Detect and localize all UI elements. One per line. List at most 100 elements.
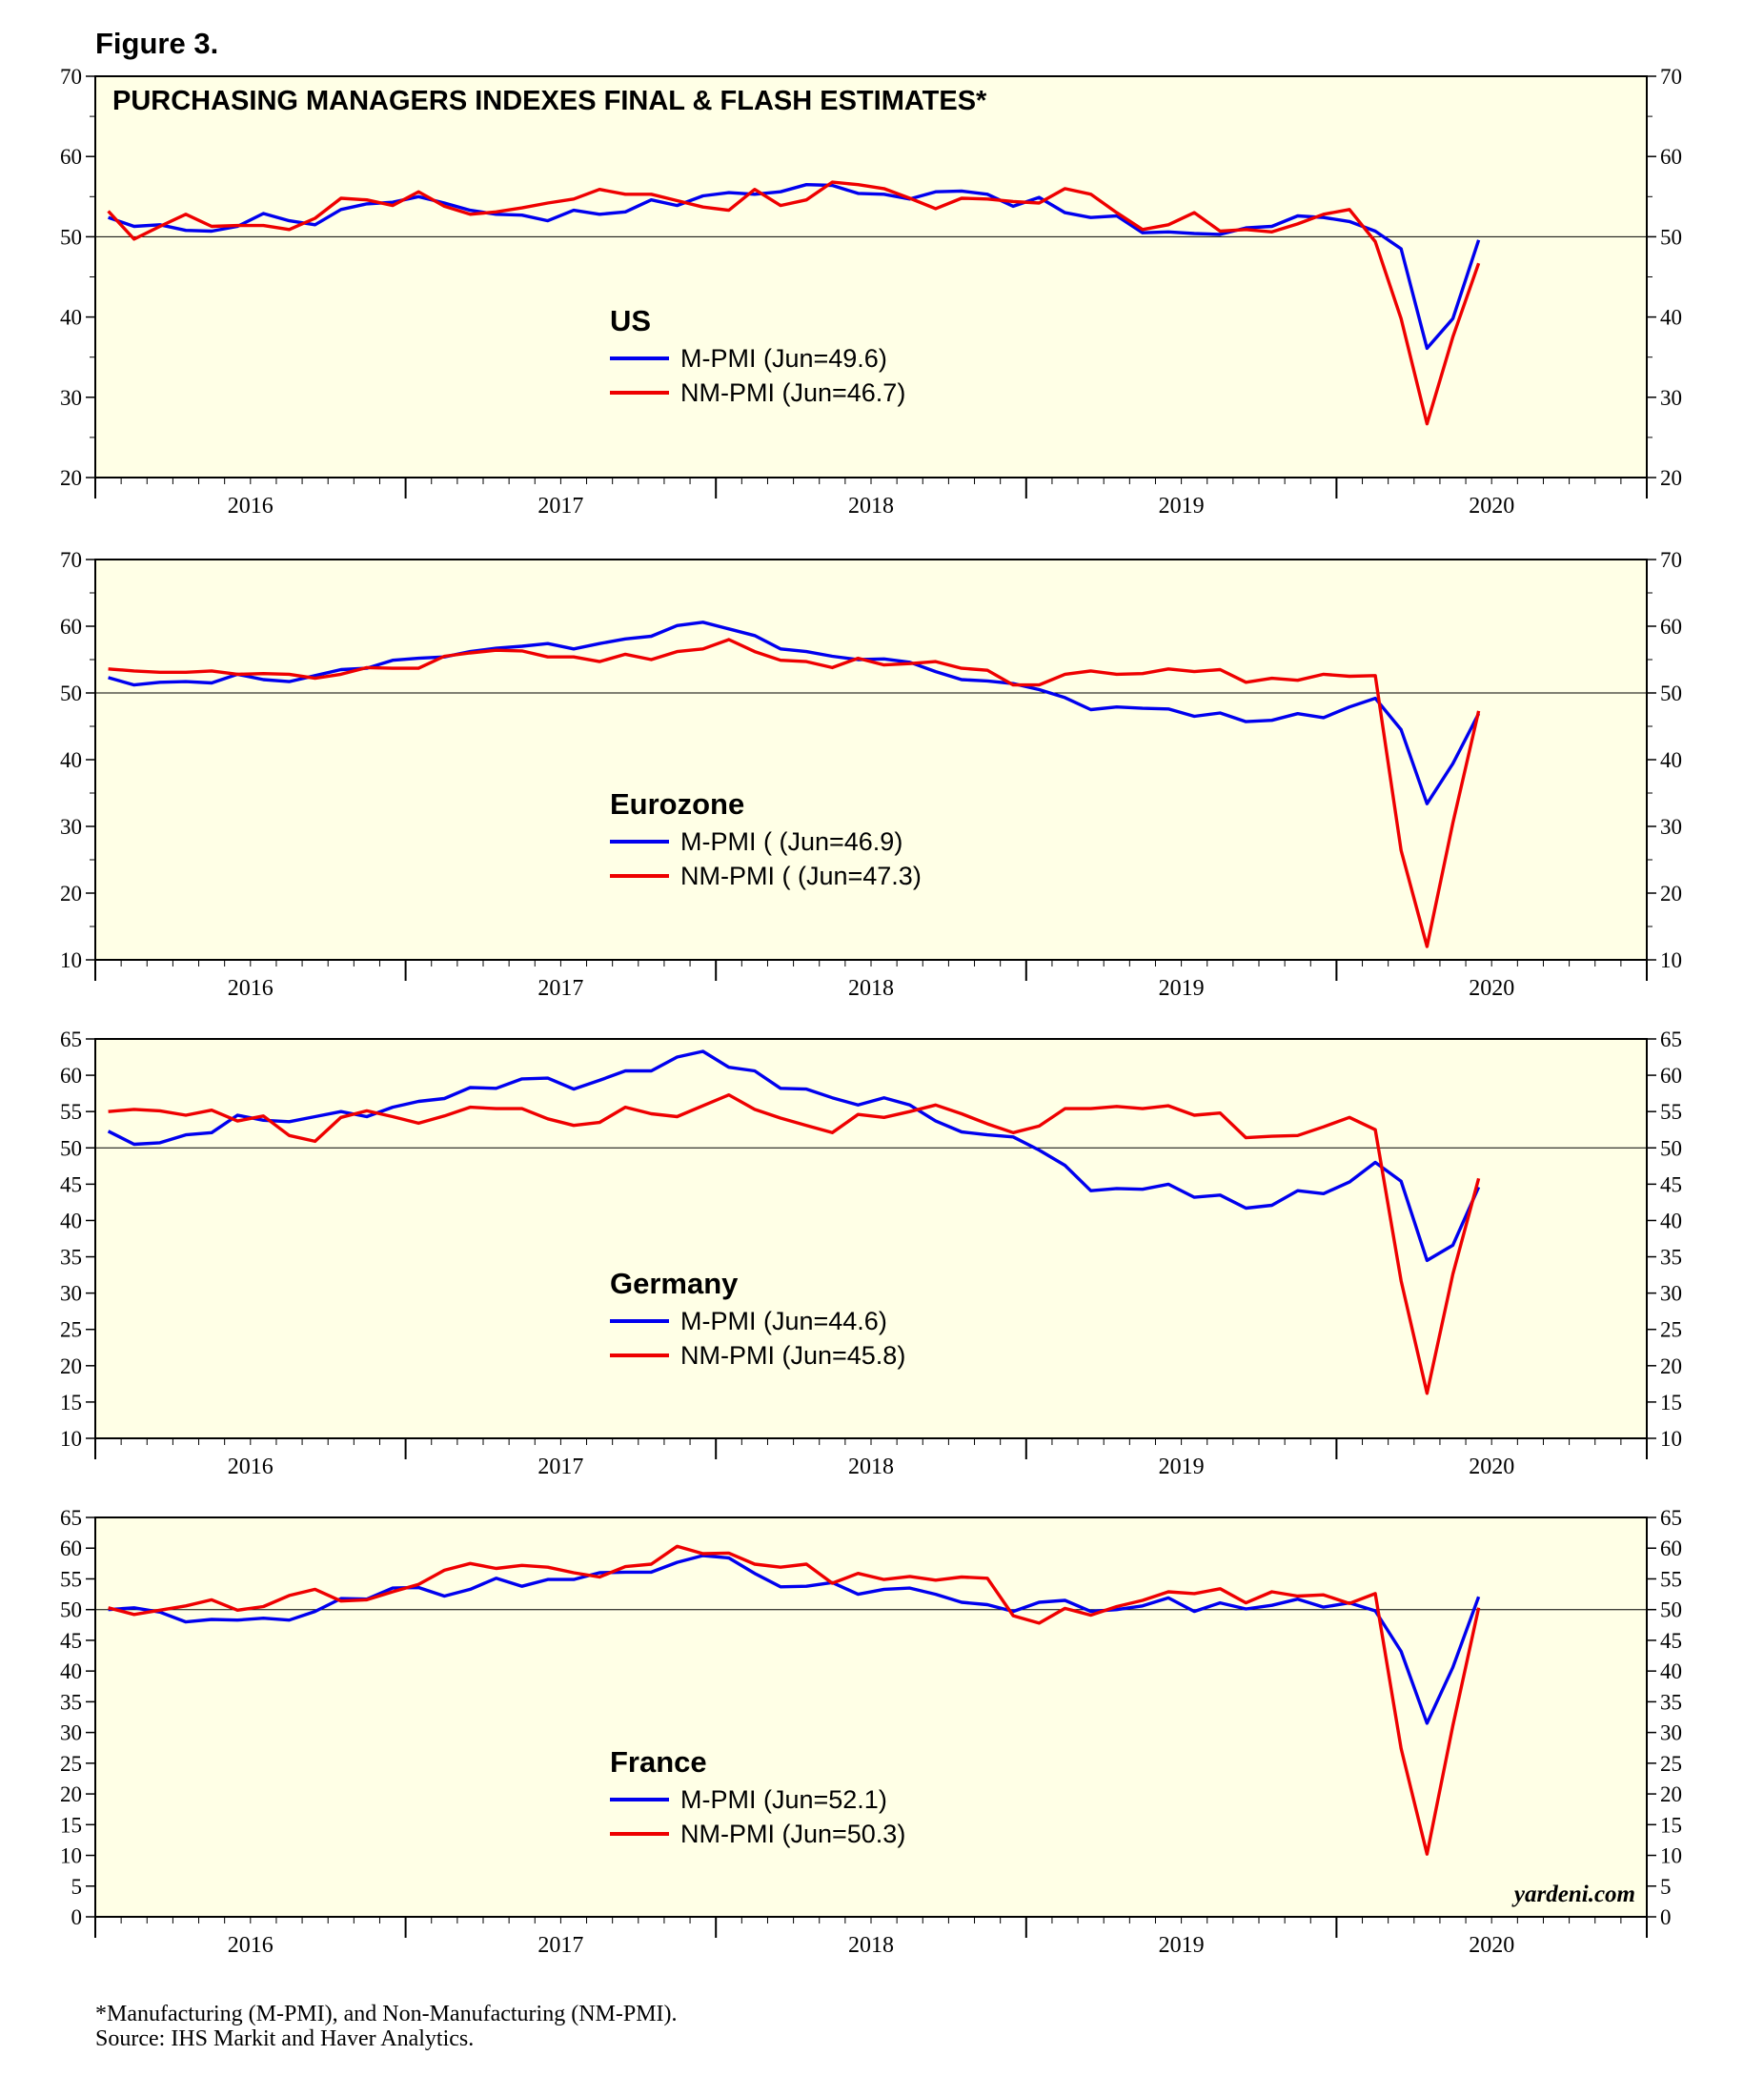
m-pmi-line-germany	[107, 1049, 1481, 1263]
y-tick-label-right: 35	[1660, 1246, 1682, 1270]
x-year-label: 2019	[1159, 1933, 1205, 1958]
y-tick-label-right: 70	[1660, 65, 1682, 89]
y-tick-label-left: 50	[60, 682, 82, 705]
y-tick-label-left: 30	[60, 1282, 82, 1306]
y-tick-label-left: 25	[60, 1752, 82, 1776]
y-tick-label-left: 40	[60, 1659, 82, 1683]
y-tick-label-left: 40	[60, 1209, 82, 1232]
y-tick-label-left: 40	[60, 306, 82, 330]
plot-area	[94, 1516, 1648, 1918]
legend-label: NM-PMI ( (Jun=47.3)	[680, 862, 922, 890]
y-tick-label-left: 30	[60, 1721, 82, 1745]
y-tick-label-left: 5	[71, 1875, 83, 1899]
y-tick-label-right: 30	[1660, 1282, 1682, 1306]
y-tick-label-right: 15	[1660, 1391, 1682, 1415]
y-tick-label-right: 40	[1660, 306, 1682, 330]
x-year-label: 2020	[1469, 976, 1514, 1001]
chart-title: PURCHASING MANAGERS INDEXES FINAL & FLAS…	[112, 86, 987, 116]
y-tick-label-right: 20	[1660, 466, 1682, 490]
x-year-label: 2020	[1469, 1455, 1514, 1479]
y-tick-label-left: 20	[60, 1782, 82, 1806]
y-tick-label-right: 20	[1660, 1782, 1682, 1806]
y-tick-label-right: 10	[1660, 948, 1682, 972]
y-tick-label-right: 40	[1660, 748, 1682, 772]
y-tick-label-right: 30	[1660, 1721, 1682, 1745]
y-tick-label-left: 35	[60, 1690, 82, 1714]
y-tick-label-left: 20	[60, 882, 82, 906]
y-tick-label-left: 10	[60, 948, 82, 972]
y-tick-label-left: 70	[60, 548, 82, 572]
y-tick-label-right: 10	[1660, 1844, 1682, 1868]
y-tick-label-right: 5	[1660, 1875, 1672, 1899]
y-tick-label-right: 10	[1660, 1427, 1682, 1451]
y-tick-label-left: 70	[60, 65, 82, 89]
y-tick-label-left: 25	[60, 1318, 82, 1342]
legend-label: NM-PMI (Jun=46.7)	[680, 378, 905, 407]
y-tick-label-right: 65	[1660, 1028, 1682, 1051]
y-tick-label-right: 65	[1660, 1506, 1682, 1530]
x-year-label: 2016	[228, 976, 274, 1001]
m-pmi-line-eurozone	[108, 621, 1481, 805]
nm-pmi-line-france	[108, 1544, 1481, 1856]
y-tick-label-left: 60	[60, 615, 82, 639]
y-tick-label-left: 40	[60, 748, 82, 772]
region-label: US	[610, 304, 651, 337]
x-year-label: 2020	[1469, 1933, 1514, 1958]
x-year-label: 2017	[537, 976, 583, 1001]
y-tick-label-right: 60	[1660, 1537, 1682, 1560]
x-year-label: 2016	[228, 1455, 274, 1479]
y-tick-label-right: 0	[1660, 1905, 1672, 1929]
legend-label: NM-PMI (Jun=50.3)	[680, 1820, 905, 1848]
y-tick-label-right: 30	[1660, 386, 1682, 410]
m-pmi-line-us	[108, 182, 1481, 351]
y-tick-label-left: 55	[60, 1100, 82, 1124]
y-tick-label-right: 25	[1660, 1752, 1682, 1776]
y-tick-label-right: 25	[1660, 1318, 1682, 1342]
y-tick-label-right: 15	[1660, 1813, 1682, 1837]
y-tick-label-left: 50	[60, 1136, 82, 1160]
y-tick-label-left: 30	[60, 815, 82, 839]
plot-area	[94, 1038, 1648, 1439]
legend-label: NM-PMI (Jun=45.8)	[680, 1341, 905, 1370]
x-year-label: 2017	[537, 1933, 583, 1958]
y-tick-label-right: 20	[1660, 1354, 1682, 1378]
y-tick-label-left: 60	[60, 1064, 82, 1088]
y-tick-label-right: 35	[1660, 1690, 1682, 1714]
y-tick-label-right: 45	[1660, 1629, 1682, 1653]
legend-label: M-PMI (Jun=49.6)	[680, 344, 887, 373]
y-tick-label-left: 30	[60, 386, 82, 410]
y-tick-label-right: 50	[1660, 1136, 1682, 1160]
y-tick-label-right: 55	[1660, 1100, 1682, 1124]
x-year-label: 2019	[1159, 1455, 1205, 1479]
y-tick-label-left: 60	[60, 1537, 82, 1560]
region-label: Eurozone	[610, 787, 744, 821]
x-year-label: 2016	[228, 1933, 274, 1958]
y-tick-label-left: 20	[60, 1354, 82, 1378]
y-tick-label-left: 10	[60, 1427, 82, 1451]
y-tick-label-left: 20	[60, 466, 82, 490]
y-tick-label-right: 70	[1660, 548, 1682, 572]
y-tick-label-right: 40	[1660, 1209, 1682, 1232]
y-tick-label-right: 50	[1660, 682, 1682, 705]
y-tick-label-right: 40	[1660, 1659, 1682, 1683]
x-year-label: 2016	[228, 494, 274, 519]
x-year-label: 2019	[1159, 976, 1205, 1001]
footnote: *Manufacturing (M-PMI), and Non-Manufact…	[95, 2002, 678, 2026]
y-tick-label-left: 55	[60, 1567, 82, 1591]
x-year-label: 2018	[848, 976, 894, 1001]
y-tick-label-left: 10	[60, 1844, 82, 1868]
y-tick-label-left: 35	[60, 1246, 82, 1270]
nm-pmi-line-eurozone	[108, 638, 1481, 948]
nm-pmi-line-us	[107, 180, 1481, 426]
y-tick-label-right: 45	[1660, 1172, 1682, 1196]
x-year-label: 2020	[1469, 494, 1514, 519]
y-tick-label-right: 60	[1660, 145, 1682, 169]
y-tick-label-right: 55	[1660, 1567, 1682, 1591]
y-tick-label-left: 15	[60, 1813, 82, 1837]
y-tick-label-left: 45	[60, 1629, 82, 1653]
